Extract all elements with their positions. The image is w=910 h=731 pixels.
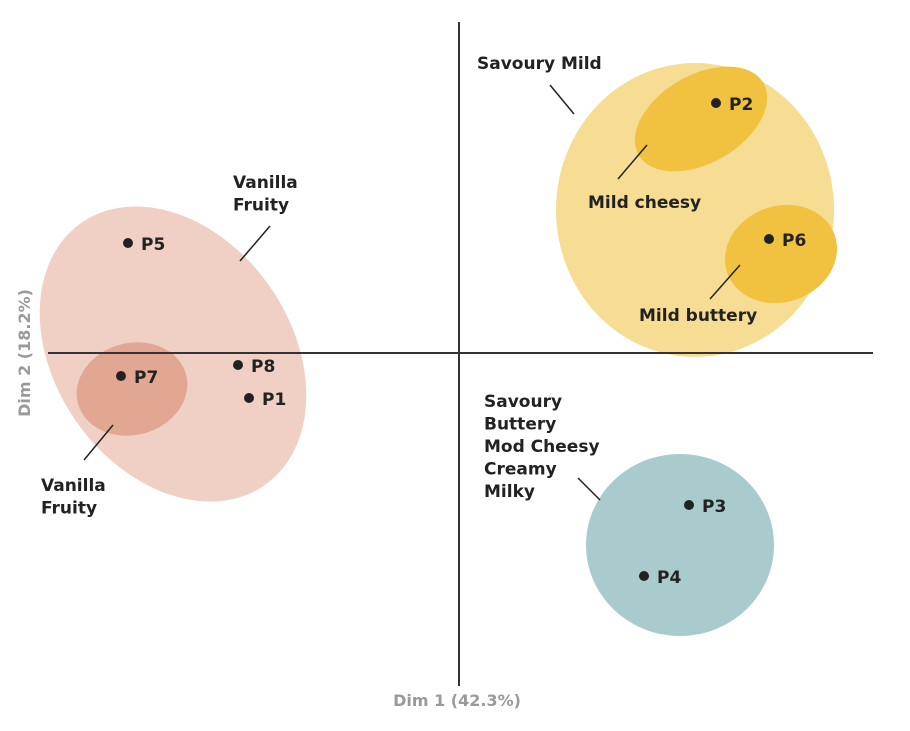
- leader-line-mild-cheesy: [617, 144, 648, 180]
- point-label-P2: P2: [729, 95, 753, 115]
- point-P4: [639, 571, 649, 581]
- cluster-label-vanilla-small: Fruity: [41, 499, 97, 519]
- cluster-vanilla-small: [76, 342, 188, 436]
- x-axis-label: Dim 1 (42.3%): [393, 691, 521, 710]
- cluster-label-mild-cheesy: Mild cheesy: [588, 193, 701, 213]
- point-label-P7: P7: [134, 368, 158, 388]
- cluster-label-savoury-buttery: Savoury: [484, 392, 562, 412]
- point-label-P6: P6: [782, 231, 806, 251]
- cluster-mild-buttery: [724, 204, 838, 304]
- cluster-savoury-buttery: [586, 454, 774, 636]
- cluster-label-vanilla-big: Fruity: [233, 196, 289, 216]
- leader-line-savoury-mild: [549, 84, 575, 115]
- leader-line-vanilla-small: [83, 424, 114, 461]
- cluster-label-savoury-buttery: Milky: [484, 482, 535, 502]
- point-P7: [116, 371, 126, 381]
- cluster-label-savoury-buttery: Creamy: [484, 460, 557, 480]
- point-P8: [233, 360, 243, 370]
- point-label-P1: P1: [262, 390, 286, 410]
- point-P3: [684, 500, 694, 510]
- point-P5: [123, 238, 133, 248]
- leader-line-mild-buttery: [709, 264, 741, 300]
- y-axis-label: Dim 2 (18.2%): [15, 289, 34, 417]
- point-label-P4: P4: [657, 568, 681, 588]
- cluster-label-savoury-buttery: Buttery: [484, 415, 556, 435]
- leader-line-vanilla-big: [239, 225, 271, 262]
- point-label-P5: P5: [141, 235, 165, 255]
- point-label-P3: P3: [702, 497, 726, 517]
- point-P2: [711, 98, 721, 108]
- cluster-label-mild-buttery: Mild buttery: [639, 306, 757, 326]
- leader-line-savoury-buttery: [577, 477, 601, 501]
- point-P1: [244, 393, 254, 403]
- point-P6: [764, 234, 774, 244]
- cluster-label-savoury-mild: Savoury Mild: [477, 54, 602, 74]
- cluster-label-vanilla-small: Vanilla: [41, 476, 106, 496]
- cluster-label-savoury-buttery: Mod Cheesy: [484, 437, 600, 457]
- point-label-P8: P8: [251, 357, 275, 377]
- cluster-mild-cheesy: [634, 66, 768, 172]
- cluster-label-vanilla-big: Vanilla: [233, 173, 298, 193]
